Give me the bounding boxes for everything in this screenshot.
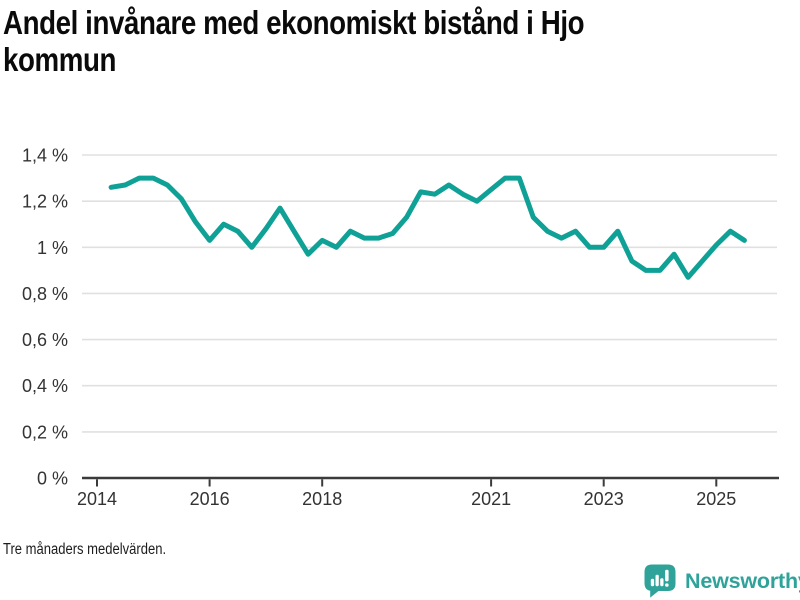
logo-exclamation-bar <box>665 569 669 582</box>
chart-title-line2: kommun <box>3 41 116 78</box>
x-tick-label: 2014 <box>77 489 117 509</box>
logo-exclamation-dot <box>665 583 669 587</box>
x-tick-label: 2025 <box>696 489 736 509</box>
newsworthy-wordmark: Newsworthy <box>685 568 800 593</box>
y-tick-label: 0 % <box>37 469 68 489</box>
data-series-line <box>108 175 747 280</box>
chart-title: Andel invånare med ekonomiskt bistånd i … <box>3 4 585 78</box>
x-tick-label: 2018 <box>302 489 342 509</box>
logo-bar-1 <box>650 578 655 587</box>
y-tick-label: 0,6 % <box>22 330 68 350</box>
y-tick-label: 1,4 % <box>22 146 68 166</box>
x-tick-label: 2021 <box>471 489 511 509</box>
logo-bar-3 <box>660 578 664 587</box>
x-tick-label: 2016 <box>190 489 230 509</box>
chart-title-line1: Andel invånare med ekonomiskt bistånd i … <box>3 4 585 41</box>
x-tick-label: 2023 <box>584 489 624 509</box>
logo-bubble-shape <box>644 564 676 598</box>
newsworthy-logo-icon <box>644 564 676 598</box>
y-tick-label: 0,4 % <box>22 376 68 396</box>
y-tick-label: 1,2 % <box>22 192 68 212</box>
y-tick-label: 1 % <box>37 238 68 258</box>
newsworthy-branding: Newsworthy <box>644 564 800 598</box>
y-tick-label: 0,2 % <box>22 422 68 442</box>
chart-footnote: Tre månaders medelvärden. <box>3 541 167 558</box>
y-tick-label: 0,8 % <box>22 284 68 304</box>
logo-bar-2 <box>655 574 659 587</box>
